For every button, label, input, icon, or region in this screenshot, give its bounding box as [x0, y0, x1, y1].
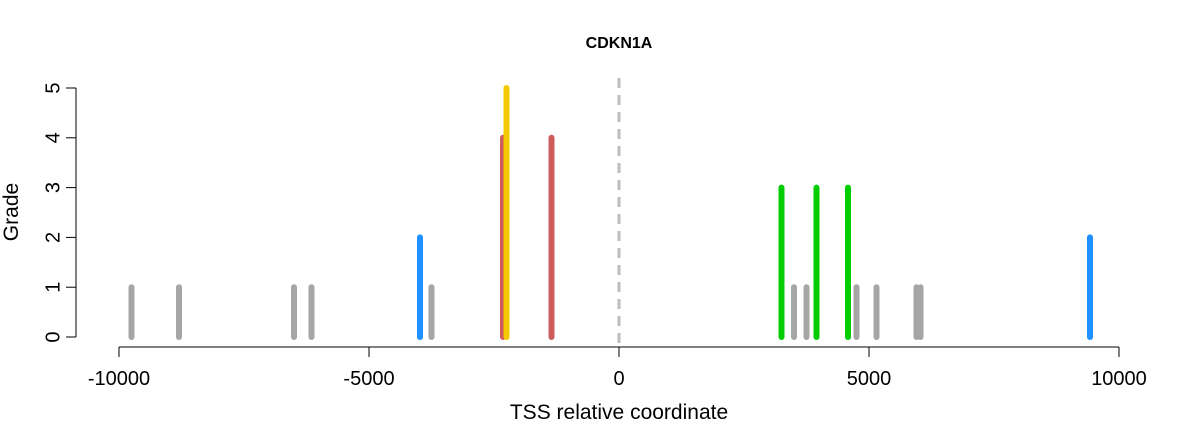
x-tick-label: 10000 — [1091, 368, 1147, 390]
y-tick-label: 0 — [42, 331, 64, 342]
y-axis: 0 1 2 3 4 5 — [42, 82, 77, 343]
x-tick-label: 0 — [613, 368, 624, 390]
y-tick-label: 2 — [42, 232, 64, 243]
data-layer — [128, 78, 1093, 347]
y-axis-label: Grade — [0, 183, 23, 241]
x-axis: -10000 -5000 0 5000 10000 — [88, 346, 1147, 390]
chart-title: CDKN1A — [586, 35, 653, 52]
x-axis-label: TSS relative coordinate — [510, 401, 728, 424]
x-tick-label: -10000 — [88, 368, 150, 390]
x-tick-label: 5000 — [847, 368, 892, 390]
y-tick-label: 5 — [42, 82, 64, 93]
y-tick-label: 3 — [42, 182, 64, 193]
y-tick-label: 1 — [42, 282, 64, 293]
y-tick-label: 4 — [42, 132, 64, 143]
x-tick-label: -5000 — [343, 368, 394, 390]
